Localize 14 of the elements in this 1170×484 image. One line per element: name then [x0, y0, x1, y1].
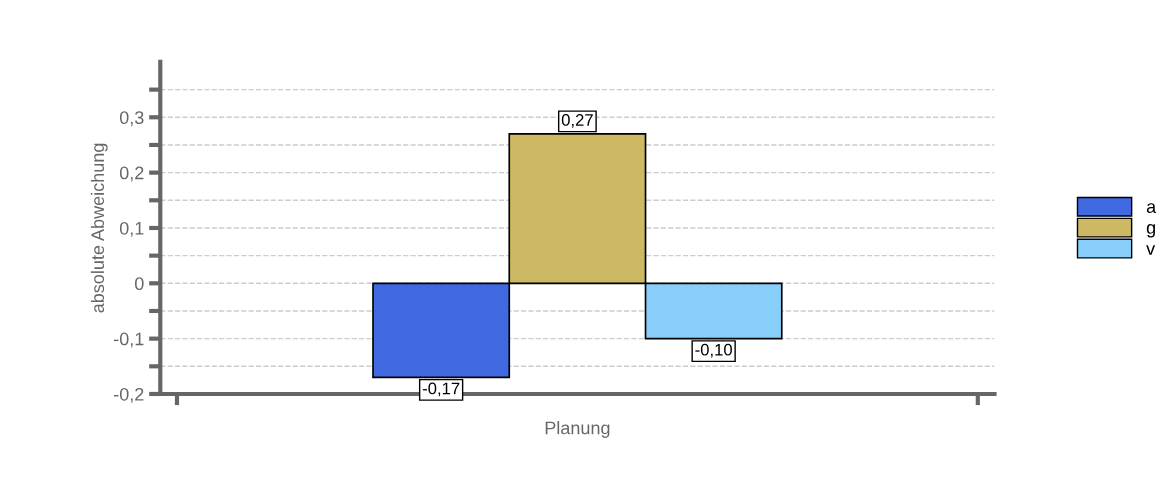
data-label: 0,27 [561, 114, 593, 128]
legend-label: v [1146, 245, 1156, 255]
y-tick-label: -0,2 [114, 387, 144, 403]
legend-label: a [1146, 203, 1157, 214]
y-tick-label: 0 [134, 277, 144, 291]
x-axis-title: Planung [545, 421, 610, 438]
legend-label: g [1146, 224, 1155, 238]
y-tick-label: -0,1 [114, 332, 144, 348]
data-label: -0,10 [695, 343, 732, 358]
y-axis-title: absolute Abweichung [90, 143, 108, 313]
y-tick-label: 0,2 [119, 166, 144, 182]
y-tick-label: 0,1 [119, 221, 144, 237]
data-label: -0,17 [422, 382, 460, 397]
y-tick-label: 0,3 [119, 111, 144, 127]
